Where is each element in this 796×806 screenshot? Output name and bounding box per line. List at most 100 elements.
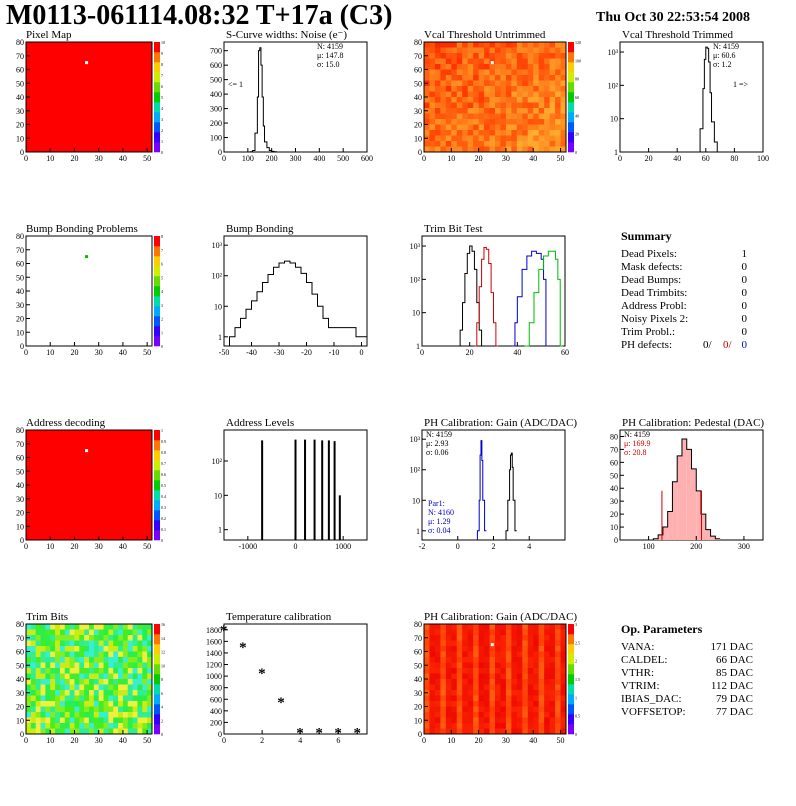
stat-text: N: 4159 [624,430,650,439]
y-tick-label: 20 [414,703,422,712]
heatmap-cell [555,146,561,153]
palette-label: 1 [161,428,163,433]
y-tick-label: 800 [210,684,222,693]
heatmap-cell [122,657,129,663]
summary-row: Mask defects: 0 [621,261,747,274]
summary-label: Mask defects: [621,261,683,273]
heatmap-cell [544,651,551,658]
heatmap-cell [467,53,474,59]
heatmap-cell [118,657,124,663]
plot-frame [25,235,153,347]
heatmap-cell [473,690,480,696]
heatmap-cell [451,717,458,724]
heatmap-cell [478,728,485,735]
y-tick-label: 50 [610,471,618,480]
heatmap-cell [45,646,51,652]
heatmap-cell [142,640,148,647]
heatmap-cell [440,91,447,98]
heatmap-cell [137,668,143,674]
heatmap-cell [555,108,561,114]
palette-label: 0.5 [161,483,166,488]
x-tick-label: 4 [527,542,531,551]
x-tick-label: 100 [242,154,254,163]
heatmap-cell [451,646,458,652]
heatmap-cell [495,695,501,702]
heatmap-cell [451,75,458,81]
heatmap-cell [495,130,501,136]
heatmap-cell [445,712,452,718]
heatmap-cell [500,723,507,729]
heatmap-cell [522,97,529,103]
heatmap-cell [69,635,75,641]
heatmap-cell [55,668,61,674]
palette-label: 4 [161,106,163,111]
heatmap-cell [429,146,436,153]
heatmap-cell [500,646,507,652]
heatmap-cell [522,113,529,120]
x-tick-label: 50 [143,542,151,551]
heatmap-cell [560,80,567,87]
heatmap-cell [549,91,556,98]
heatmap-cell [59,673,66,680]
heatmap-cell [500,668,507,674]
heatmap-cell [79,640,85,647]
x-tick-label: 40 [513,348,521,357]
heatmap-cell [462,657,469,663]
heatmap-cell [544,629,551,636]
heatmap-cell [522,108,529,114]
heatmap-cell [489,668,496,674]
palette-segment [568,664,574,675]
palette-label: 80 [575,77,579,82]
summary-row: Dead Pixels: 1 [621,248,747,261]
palette-segment [154,296,160,307]
heatmap-cell [40,706,46,713]
heatmap-cell [429,629,436,636]
parameter-value: 85 DAC [716,667,753,679]
y-tick-label: 10 [412,496,420,505]
heatmap-cell [147,662,153,669]
heatmap-cell [456,119,463,125]
heatmap-cell [527,58,534,65]
palette-segment [154,714,160,725]
heatmap-cell [484,635,490,641]
palette-label: 60 [575,95,579,100]
palette-segment [154,724,160,735]
heatmap-cell [527,646,534,652]
heatmap-cell [445,723,452,729]
heatmap-cell [495,141,501,147]
heatmap-cell [527,723,534,729]
heatmap-cell [467,651,474,658]
heatmap-cell [434,80,441,87]
y-tick-label: 80 [16,232,24,241]
y-tick-label: 40 [16,481,24,490]
heatmap-cell [118,717,124,724]
x-tick-label: 0 [420,348,424,357]
summary-value: 0 [741,274,748,286]
heatmap-cell [495,662,501,669]
heatmap-cell [50,651,56,658]
heatmap-cell [84,624,90,630]
x-tick-label: 40 [119,736,127,745]
heatmap-cell [59,651,66,658]
heatmap-cell [484,673,490,680]
heatmap-cell [132,646,138,652]
palette-label: 6 [161,262,163,267]
heatmap-cell [440,64,447,70]
heatmap-cell [549,695,556,702]
heatmap-cell [35,695,41,702]
heatmap-cell [84,706,90,713]
heatmap-cell [555,97,561,103]
heatmap-cell [500,75,507,81]
heatmap-cell [522,119,529,125]
y-tick-label: 30 [16,689,24,698]
x-tick-label: 0 [24,736,28,745]
heatmap-cell [147,690,153,696]
heatmap-cell [93,673,100,680]
heatmap-cell [560,679,567,685]
heatmap-cell [84,690,90,696]
heatmap-cell [544,141,551,147]
heatmap-cell [538,47,545,54]
heatmap-cell [533,662,540,669]
heatmap-cell [30,640,37,647]
heatmap-cell [40,629,46,636]
